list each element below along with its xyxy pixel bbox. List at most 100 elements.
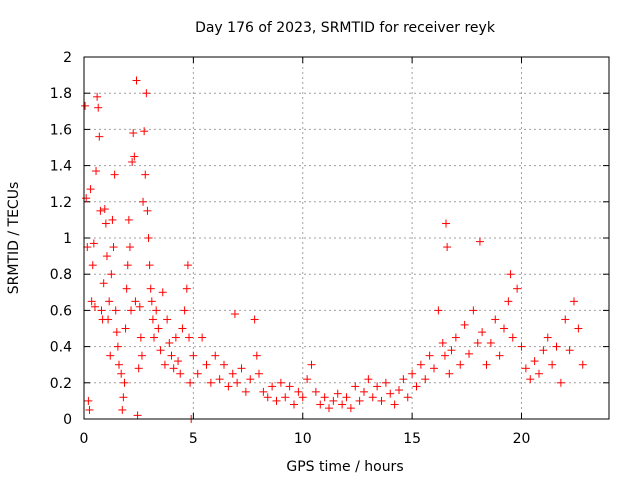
y-axis-label: SRMTID / TECUs [6, 182, 22, 295]
y-tick-label: 0.4 [50, 340, 72, 356]
data-point [399, 375, 408, 384]
plot-frame [83, 56, 610, 420]
data-point [174, 357, 183, 366]
y-tick-label: 1.2 [50, 195, 72, 211]
data-point [147, 297, 156, 306]
data-point [250, 315, 259, 324]
data-point [198, 333, 207, 342]
data-point [92, 167, 101, 176]
data-point [133, 411, 142, 420]
data-point [85, 405, 94, 414]
data-point [386, 389, 395, 398]
data-point [115, 360, 123, 369]
data-point [128, 157, 137, 166]
data-point [135, 302, 144, 311]
data-point [125, 243, 134, 252]
data-point [189, 351, 198, 360]
data-point [390, 400, 399, 409]
data-point [445, 369, 454, 378]
data-point [220, 360, 228, 369]
y-tick-label: 1 [63, 231, 72, 247]
data-point [412, 382, 421, 391]
data-point [142, 89, 151, 98]
data-point [106, 351, 115, 360]
data-point [202, 360, 211, 369]
data-point [130, 152, 139, 161]
data-point [211, 351, 220, 360]
data-point [561, 315, 570, 324]
data-point [263, 393, 272, 402]
data-point [316, 400, 325, 409]
data-point [122, 284, 131, 293]
data-point [355, 396, 364, 405]
data-point [100, 205, 109, 214]
data-point [465, 349, 473, 358]
data-point [87, 297, 96, 306]
data-point [360, 387, 368, 396]
data-point [241, 387, 250, 396]
data-point [486, 338, 495, 347]
data-point [285, 382, 294, 391]
data-point [421, 375, 430, 384]
data-point [307, 360, 316, 369]
data-point [224, 382, 233, 391]
data-point [237, 364, 246, 373]
data-point [169, 364, 178, 373]
data-point [548, 360, 557, 369]
data-point [99, 279, 108, 288]
data-point [109, 243, 118, 252]
data-point [530, 357, 539, 366]
data-point [113, 342, 122, 351]
data-point [552, 342, 561, 351]
data-point [152, 306, 161, 315]
data-point [101, 219, 110, 228]
data-point [167, 351, 176, 360]
data-point [500, 324, 508, 333]
data-point [495, 351, 504, 360]
data-point [395, 386, 403, 395]
data-point [482, 360, 491, 369]
data-point [333, 389, 342, 398]
data-point [123, 261, 132, 270]
data-point [255, 369, 263, 378]
data-point [233, 378, 242, 387]
data-point [473, 338, 482, 347]
data-point [117, 369, 126, 378]
data-point [338, 400, 347, 409]
data-point [368, 393, 377, 402]
data-point [206, 378, 215, 387]
data-point [148, 315, 157, 324]
data-point [570, 297, 578, 306]
data-point [96, 206, 105, 215]
x-tick-label: 10 [294, 431, 312, 447]
data-point [215, 375, 224, 384]
data-point [104, 315, 113, 324]
data-point [329, 396, 338, 405]
data-point [228, 369, 237, 378]
axis-ticks: 00.20.40.60.811.21.41.61.820 5 10 15 20 [50, 50, 609, 447]
data-point [141, 170, 150, 179]
data-point [129, 129, 138, 138]
data-point [97, 306, 106, 315]
data-point [475, 237, 484, 246]
data-point [425, 351, 434, 360]
data-point [342, 393, 351, 402]
data-point [163, 315, 172, 324]
data-point [268, 382, 277, 391]
data-points [81, 76, 587, 423]
data-point [144, 234, 153, 242]
data-point [565, 346, 574, 355]
data-point [154, 324, 163, 333]
data-point [107, 270, 116, 279]
data-point [81, 101, 90, 110]
data-point [230, 310, 239, 319]
data-point [276, 378, 285, 387]
data-point [108, 215, 117, 224]
data-point [110, 170, 119, 179]
data-point [156, 346, 165, 355]
data-point [94, 103, 103, 112]
chart-title: Day 176 of 2023, SRMTID for receiver rey… [195, 20, 496, 36]
data-point [131, 297, 140, 306]
data-point [105, 297, 114, 306]
